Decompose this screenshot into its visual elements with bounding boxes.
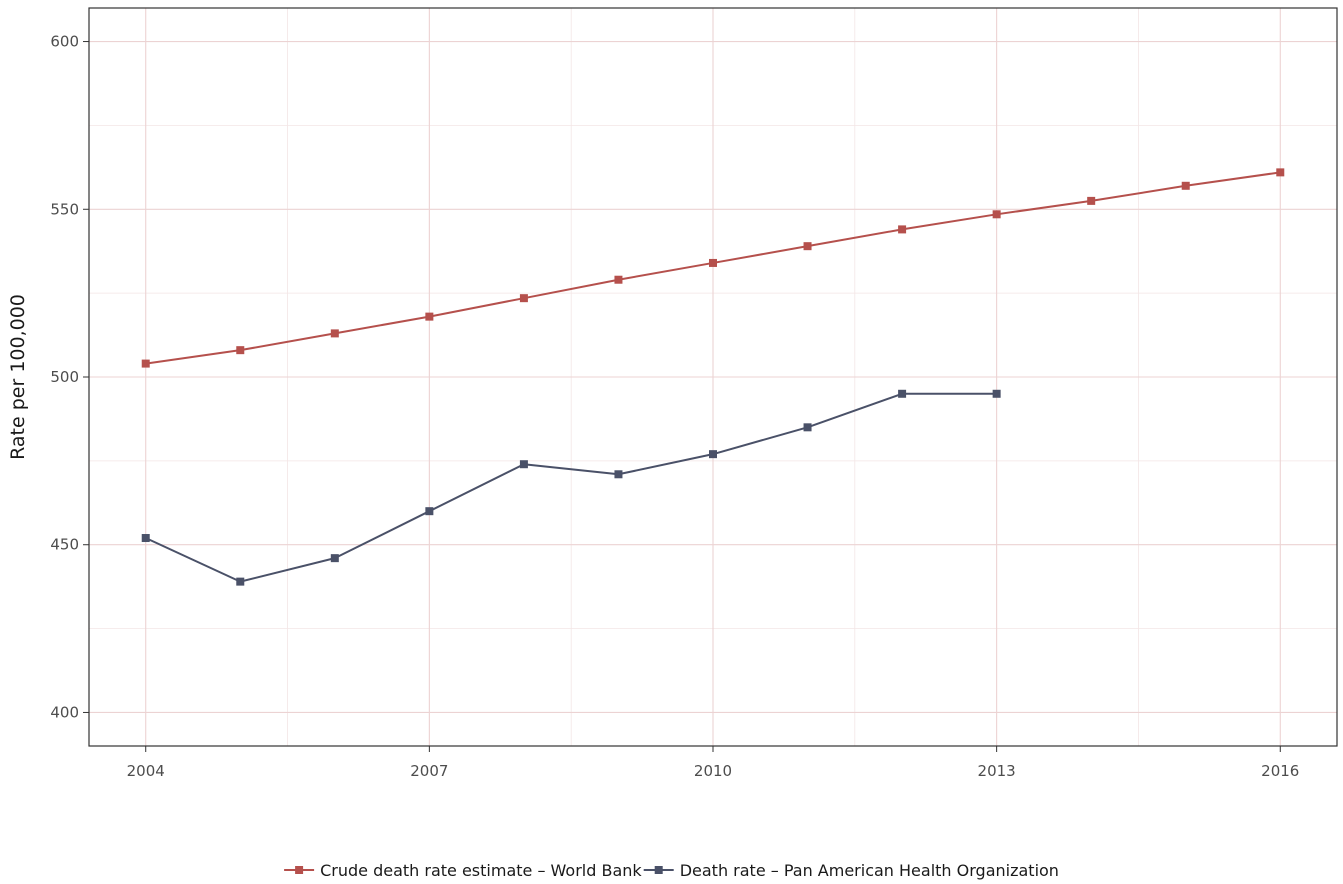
legend-key-marker: [295, 866, 304, 874]
data-point-marker: [519, 460, 528, 469]
x-tick-label: 2013: [978, 762, 1016, 780]
data-point-marker: [330, 554, 339, 563]
x-axis: 2004 2007 2010 2013 2016: [127, 746, 1299, 780]
x-tick-label: 2016: [1261, 762, 1299, 780]
y-tick-label: 600: [50, 33, 79, 51]
y-tick-label: 450: [50, 536, 79, 554]
data-point-marker: [141, 359, 150, 368]
y-axis: 400 450 500 550 600: [50, 33, 89, 721]
data-point-marker: [898, 389, 907, 398]
data-point-marker: [709, 450, 717, 459]
data-point-marker: [614, 275, 623, 284]
x-tick-label: 2004: [127, 762, 165, 780]
data-point-marker: [614, 470, 623, 479]
data-point-marker: [519, 294, 528, 303]
legend-item-1: Crude death rate estimate – World Bank: [284, 861, 642, 880]
data-point-marker: [992, 210, 1001, 219]
major-gridlines: [89, 8, 1337, 746]
x-tick-label: 2007: [410, 762, 448, 780]
legend-label: Death rate – Pan American Health Organiz…: [680, 861, 1059, 880]
data-point-marker: [1181, 181, 1190, 190]
data-point-marker: [330, 329, 339, 338]
y-axis-title: Rate per 100,000: [7, 294, 29, 460]
data-point-marker: [803, 423, 812, 432]
data-point-marker: [992, 389, 1001, 398]
data-point-marker: [1276, 168, 1285, 177]
series-line-2: [145, 392, 997, 583]
y-tick-label: 400: [50, 703, 79, 721]
legend-label: Crude death rate estimate – World Bank: [320, 861, 642, 880]
data-point-marker: [425, 312, 434, 321]
series-layer: [141, 168, 1285, 586]
data-point-marker: [709, 258, 717, 267]
y-tick-label: 550: [50, 200, 79, 218]
data-point-marker: [898, 225, 907, 234]
data-point-marker: [803, 242, 812, 251]
data-point-marker: [1087, 196, 1096, 205]
y-tick-label: 500: [50, 368, 79, 386]
legend: Crude death rate estimate – World Bank De…: [284, 861, 1059, 880]
legend-key-marker: [654, 866, 663, 874]
data-point-marker: [236, 577, 245, 586]
x-tick-label: 2010: [694, 762, 732, 780]
data-point-marker: [141, 534, 150, 543]
data-point-marker: [236, 346, 245, 355]
legend-item-2: Death rate – Pan American Health Organiz…: [643, 861, 1059, 880]
data-point-marker: [425, 507, 434, 516]
